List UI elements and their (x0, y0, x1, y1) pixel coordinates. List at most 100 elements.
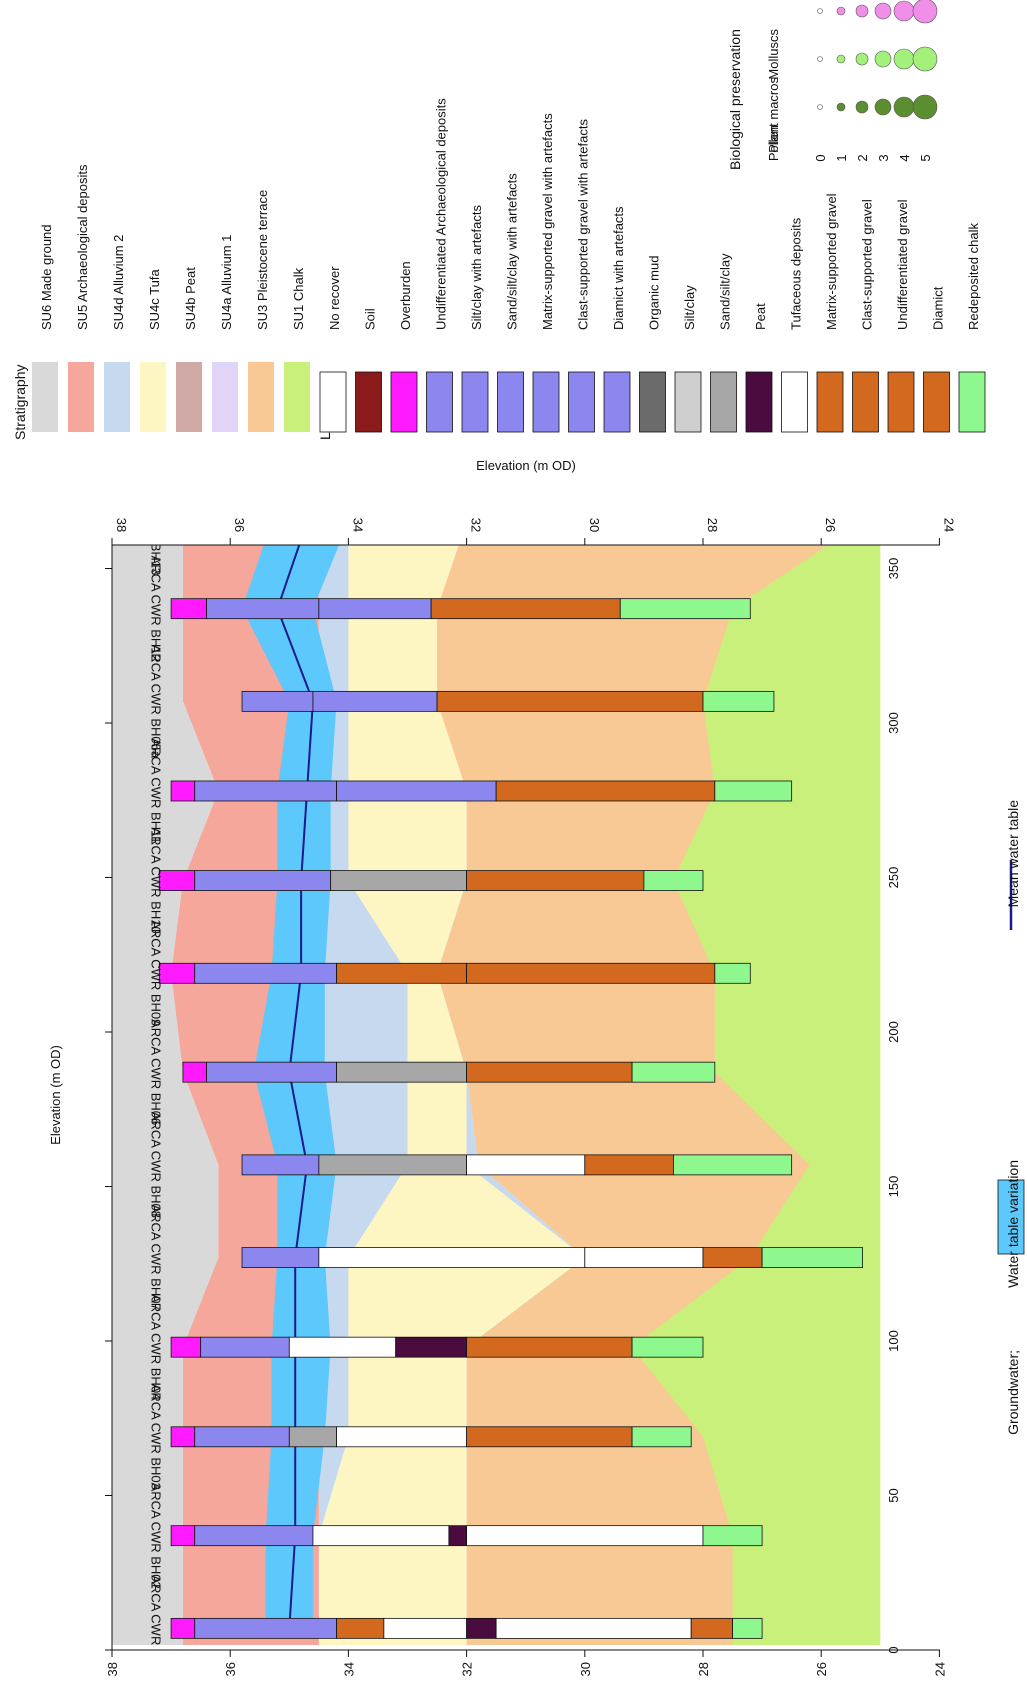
borehole-bh12: ARCA CWR BH12 (148, 556, 751, 662)
lithology-segment (761, 1247, 863, 1268)
bio-scale-label: 1 (834, 154, 849, 161)
borehole-label: ARCA CWR BH12 (148, 556, 163, 662)
lithology-swatch (426, 371, 453, 433)
lithology-label: Sand/silt/clay (718, 253, 733, 330)
bio-scale-circle (912, 46, 938, 72)
borehole-bh01: ARCA CWR BH01 (148, 1575, 763, 1645)
top-tick-label: 26 (823, 518, 838, 532)
borehole-label: ARCA CWR BH06 (148, 1019, 163, 1125)
lithology-segment (336, 1426, 467, 1448)
stratigraphy-swatch (68, 362, 94, 432)
lithology-segment (643, 870, 704, 891)
bio-scale-circle (912, 94, 938, 120)
lithology-segment (206, 598, 320, 620)
x-axis-label: Elevation (m OD) (48, 1045, 63, 1145)
lithology-segment (336, 780, 497, 802)
stratigraphy-swatch (212, 362, 238, 432)
lithology-swatch (745, 371, 773, 433)
lithology-segment (702, 1247, 763, 1268)
band-su6-made-ground (112, 545, 219, 1645)
lithology-label: Overburden (398, 261, 413, 330)
y-tick-label: 0 (886, 1646, 901, 1653)
lithology-label: Matrix-supported gravel (824, 193, 839, 330)
borehole-label: ARCA CWR BH07 (148, 1204, 163, 1310)
lithology-label: Undifferentiated gravel (895, 199, 910, 330)
lithology-segment (318, 598, 432, 620)
lithology-label: Silt/clay (682, 285, 697, 330)
distance-ticks-bottom: 0 50 100 150 200 250 300 350 (105, 558, 901, 1654)
y-tick-label: 350 (886, 558, 901, 580)
x-tick-label: 38 (105, 1662, 120, 1676)
lithology-segment (200, 1336, 290, 1358)
x-tick-label: 24 (932, 1662, 947, 1676)
top-tick-label: 38 (114, 518, 129, 532)
lithology-segment (466, 1154, 586, 1176)
bio-scale-circle (817, 56, 823, 62)
borehole-bh02: ARCA CWR BH02 (148, 1483, 763, 1589)
y-tick-label: 50 (886, 1488, 901, 1502)
bio-scale-circle (855, 100, 869, 114)
borehole-bh06: ARCA CWR BH06 (148, 1019, 716, 1125)
bio-scale-circle (817, 8, 823, 14)
lithology-segment (702, 690, 775, 712)
lithology-segment (467, 512, 822, 532)
bio-scale-label: 2 (855, 154, 870, 161)
borehole-bh09: ARCA CWR BH09 (148, 920, 751, 1026)
bio-scale-label: 0 (813, 154, 828, 161)
bio-scale-circle (836, 54, 846, 64)
lithology-segment (288, 1426, 337, 1448)
y-tick-label: 300 (886, 712, 901, 734)
lithology-swatch (639, 371, 666, 433)
lithology-segment (584, 1154, 674, 1176)
bio-scale-circle (874, 98, 892, 116)
lithology-label: Clast-supported gravel with artefacts (576, 119, 591, 330)
lithology-segment (182, 1061, 207, 1083)
lithology-segment (194, 870, 332, 891)
lithology-segment (318, 1154, 468, 1176)
lithology-segment (170, 1426, 196, 1448)
lithology-label: Diamict with artefacts (611, 206, 626, 330)
mean-water-table-label: Mean water table (1005, 800, 1021, 908)
bio-scale-circle (817, 104, 823, 110)
stratigraphy-label: SU4d Alluvium 2 (111, 235, 126, 330)
band-su4c-tufa (318, 545, 585, 1645)
stratigraphy-label: SU6 Made ground (39, 224, 54, 330)
lithology-swatch (852, 371, 879, 433)
lithology-swatch (497, 371, 524, 433)
top-tick-label: 32 (469, 518, 484, 532)
stratigraphy-swatch (248, 362, 274, 432)
lithology-segment (714, 780, 793, 802)
borehole-bh10: ARCA CWR BH10 (148, 827, 704, 934)
lithology-segment (194, 962, 337, 984)
bio-scale-circle (893, 48, 915, 70)
lithology-segment (430, 598, 621, 620)
borehole-label: ARCA CWR BH13 (148, 469, 163, 575)
lithology-swatch (923, 371, 950, 433)
lithology-segment (395, 1336, 467, 1358)
lithology-label: Clast-supported gravel (860, 199, 875, 330)
lithology-segment (288, 1336, 397, 1358)
biological-preservation-title: Biological preservation (727, 29, 743, 170)
lithology-segment (312, 690, 438, 712)
lithology-label: Organic mud (647, 256, 662, 330)
y-tick-label: 100 (886, 1330, 901, 1352)
borehole-bh03: ARCA CWR BH03 (148, 1384, 692, 1490)
borehole-label: ARCA CWR BH04 (148, 1294, 163, 1400)
lithology-label: No recover (327, 266, 342, 330)
lithology-segment (631, 1061, 716, 1083)
borehole-bh11: ARCA CWR BH11 (148, 738, 793, 844)
borehole-bh04: ARCA CWR BH04 (148, 1294, 704, 1400)
stratigraphy-label: SU1 Chalk (291, 267, 306, 330)
stratigraphy-label: SU4a Alluvium 1 (219, 235, 234, 330)
top-tick-label: 34 (350, 518, 365, 532)
stratigraphy-label: SU4c Tufa (147, 269, 162, 330)
lithology-segment (241, 690, 314, 712)
lithology-label: Matrix-supported gravel with artefacts (540, 113, 555, 330)
x-tick-label: 26 (814, 1662, 829, 1676)
lithology-segment (206, 1061, 337, 1083)
bio-row-label: Molluscs (766, 29, 781, 80)
bio-scale-circle (874, 50, 892, 68)
stratigraphy-label: SU3 Pleistocene terrace (255, 190, 270, 330)
